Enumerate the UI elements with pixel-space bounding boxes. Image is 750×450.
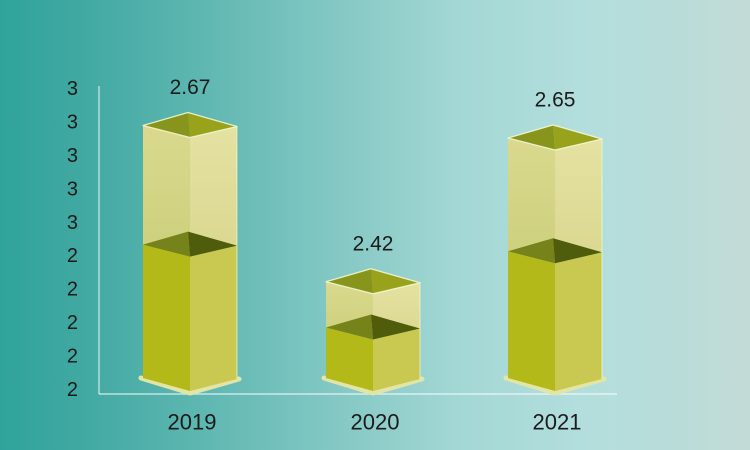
x-category-label: 2020 [351,410,400,435]
bar-lower-left-face [326,327,373,391]
bar-value-labels: 2.67 2.42 2.65 [170,76,576,255]
bar-upper-right-face [190,126,237,257]
bar-top-edge-highlight [142,111,238,139]
bar-top-edge-highlight [325,268,421,295]
y-tick-label: 2 [67,379,78,401]
bar-split-face-left [508,238,555,264]
y-tick-label: 3 [67,178,78,200]
bar-upper-left-face [143,125,190,257]
y-tick-label: 3 [67,111,78,133]
x-axis-category-labels: 2019 2020 2021 [168,410,582,435]
y-tick-label: 3 [67,212,78,234]
bar-lower-right-face [373,328,420,391]
y-tick-label: 2 [67,346,78,368]
bar-bottom-halo [503,375,607,396]
bar-top-face-right [188,112,237,138]
bar-top-face-left [326,268,373,294]
y-tick-label: 3 [67,78,78,100]
x-category-label: 2019 [168,410,217,435]
bar-lower-left-face [143,244,190,391]
bar-upper-right-face [555,139,602,264]
bar-lower-left-face [508,251,555,391]
y-tick-label: 3 [67,145,78,167]
x-category-label: 2021 [533,410,582,435]
y-tick-label: 2 [67,279,78,301]
bar-split-face-right [371,314,420,340]
bar-top-face-left [508,125,555,150]
bars [138,111,607,396]
bar-split-face-left [143,231,190,257]
bar-top-face-left [143,112,190,138]
bar-2020 [321,268,425,396]
bar-top-face-right [371,268,420,294]
bar-split-face-left [326,314,373,340]
bar-split-face-right [553,238,602,264]
bar-top-face-right [553,125,602,150]
bar-bottom-halo [321,375,425,396]
bar-split-face-right [188,231,237,257]
bar-lower-right-face [555,252,602,391]
bar-lower-right-face [190,245,237,391]
y-tick-label: 2 [67,245,78,267]
bar-2021 [503,124,607,396]
y-axis-tick-labels: 3 3 3 3 3 2 2 2 2 2 [67,78,78,401]
bar-value-label: 2.65 [535,89,576,112]
bar-2019 [138,111,242,396]
bar-bottom-halo [138,375,242,396]
bar-top-edge-highlight [507,124,603,151]
y-tick-label: 2 [67,312,78,334]
bar-value-label: 2.67 [170,76,211,99]
bar-value-label: 2.42 [353,232,394,255]
bar-upper-left-face [508,138,555,264]
